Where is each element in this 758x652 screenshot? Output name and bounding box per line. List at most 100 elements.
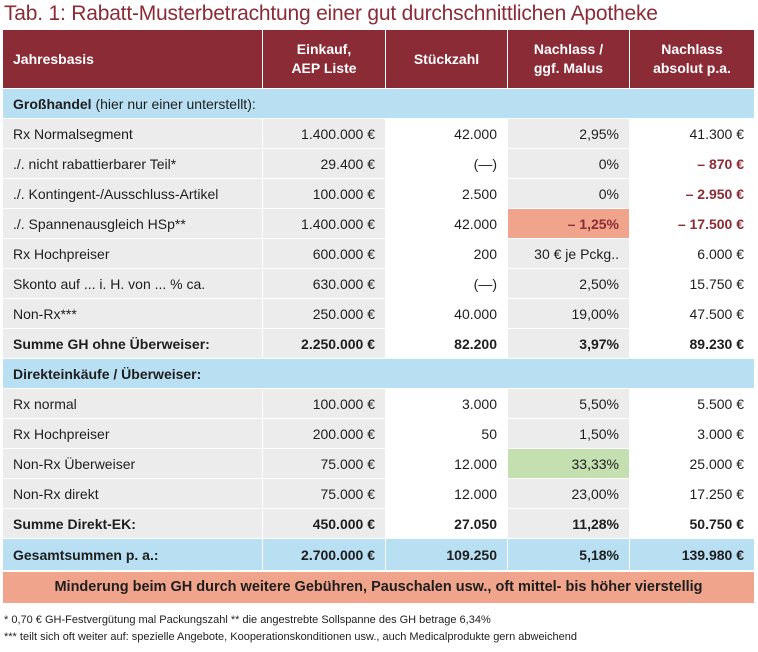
table-row-cell-1: 1.400.000 € — [263, 209, 386, 239]
table-row-cell-2: (—) — [386, 269, 508, 299]
table-row-cell-4: – 17.500 € — [630, 209, 754, 239]
section-direkt: Direkteinkäufe / Überweiser: — [3, 359, 754, 389]
table-row-cell-0: Non-Rx*** — [3, 299, 263, 329]
table-row-cell-1: 100.000 € — [263, 179, 386, 209]
header-row: Jahresbasis Einkauf, AEP Liste Stückzahl … — [3, 30, 754, 89]
grand-total-row-cell-4: 139.980 € — [630, 539, 754, 571]
table-row-cell-4: 3.000 € — [630, 419, 754, 449]
table-row-cell-2: (—) — [386, 149, 508, 179]
footnote-2: *** teilt sich oft weiter auf: spezielle… — [4, 631, 577, 643]
table-row-cell-0: Rx normal — [3, 389, 263, 419]
header-einkauf-line2: AEP Liste — [291, 60, 357, 76]
table-row-cell-0: ./. Spannenausgleich HSp** — [3, 209, 263, 239]
rebate-table: Jahresbasis Einkauf, AEP Liste Stückzahl … — [3, 30, 754, 571]
gh-fee-note: Minderung beim GH durch weitere Gebühren… — [3, 572, 754, 603]
table-row-cell-2: 200 — [386, 239, 508, 269]
grand-total-row-cell-0: Gesamtsummen p. a.: — [3, 539, 263, 571]
table-row-cell-3: 5,50% — [508, 389, 630, 419]
total-row-gh: Summe GH ohne Überweiser: 2.250.000 €82.2… — [3, 329, 754, 359]
table-row: Rx Hochpreiser 200.000 €50 1,50% 3.000 € — [3, 419, 754, 449]
table-row-cell-4: 15.750 € — [630, 269, 754, 299]
total-row-gh-cell-0: Summe GH ohne Überweiser: — [3, 329, 263, 359]
table-row-cell-1: 600.000 € — [263, 239, 386, 269]
table-row-cell-2: 42.000 — [386, 119, 508, 149]
table-row-cell-2: 40.000 — [386, 299, 508, 329]
table-row-cell-3: 0% — [508, 149, 630, 179]
footnote-1: * 0,70 € GH-Festvergütung mal Packungsza… — [4, 614, 491, 626]
table-row-cell-3: 1,50% — [508, 419, 630, 449]
table-row-cell-3: 2,95% — [508, 119, 630, 149]
grand-total-row: Gesamtsummen p. a.: 2.700.000 €109.250 5,1… — [3, 539, 754, 571]
table-row-cell-2: 50 — [386, 419, 508, 449]
table-row-cell-1: 200.000 € — [263, 419, 386, 449]
header-nachlass: Nachlass / ggf. Malus — [508, 30, 630, 89]
table-row-cell-4: 25.000 € — [630, 449, 754, 479]
table-row: Skonto auf ... i. H. von ... % ca. 630.00… — [3, 269, 754, 299]
section-grosshandel-bold: Großhandel — [13, 95, 92, 112]
table-row-cell-2: 12.000 — [386, 449, 508, 479]
header-nachlass-line1: Nachlass / — [533, 41, 604, 57]
table-row-cell-4: 5.500 € — [630, 389, 754, 419]
total-row-gh-cell-4: 89.230 € — [630, 329, 754, 359]
table-row-cell-0: Rx Normalsegment — [3, 119, 263, 149]
header-absolut-line2: absolut p.a. — [653, 60, 731, 76]
table-row-cell-2: 12.000 — [386, 479, 508, 509]
table-row-cell-1: 1.400.000 € — [263, 119, 386, 149]
table-row-cell-0: Rx Hochpreiser — [3, 239, 263, 269]
table-row: Non-Rx direkt 75.000 €12.000 23,00% 17.250 … — [3, 479, 754, 509]
total-row-direkt-cell-3: 11,28% — [508, 509, 630, 539]
grand-total-row-cell-3: 5,18% — [508, 539, 630, 571]
table-row-cell-3: – 1,25% — [508, 209, 630, 239]
table-title: Tab. 1: Rabatt-Musterbetrachtung einer g… — [4, 2, 658, 25]
header-einkauf: Einkauf, AEP Liste — [263, 30, 386, 89]
table-row: ./. nicht rabattierbarer Teil* 29.400 € (—… — [3, 149, 754, 179]
table-row: Rx Hochpreiser 600.000 €200 30 € je Pckg..… — [3, 239, 754, 269]
total-row-direkt-cell-2: 27.050 — [386, 509, 508, 539]
table-row: Non-Rx*** 250.000 €40.000 19,00% 47.500 € — [3, 299, 754, 329]
total-row-direkt-cell-0: Summe Direkt-EK: — [3, 509, 263, 539]
total-row-gh-cell-2: 82.200 — [386, 329, 508, 359]
table-row-cell-4: – 2.950 € — [630, 179, 754, 209]
header-nachlass-line2: ggf. Malus — [533, 60, 604, 76]
table-row-cell-2: 3.000 — [386, 389, 508, 419]
table-row-cell-1: 100.000 € — [263, 389, 386, 419]
section-direkt-label: Direkteinkäufe / Überweiser: — [3, 359, 754, 389]
total-row-gh-cell-3: 3,97% — [508, 329, 630, 359]
section-grosshandel-label: Großhandel (hier nur einer unterstellt): — [3, 89, 754, 119]
table-row-cell-1: 29.400 € — [263, 149, 386, 179]
header-absolut-line1: Nachlass — [661, 41, 723, 57]
table-row-cell-3: 19,00% — [508, 299, 630, 329]
table-row-cell-3: 0% — [508, 179, 630, 209]
table-row-cell-1: 250.000 € — [263, 299, 386, 329]
table-row: ./. Kontingent-/Ausschluss-Artikel 100.00… — [3, 179, 754, 209]
total-row-direkt-cell-1: 450.000 € — [263, 509, 386, 539]
table-row-cell-0: ./. Kontingent-/Ausschluss-Artikel — [3, 179, 263, 209]
table-row-cell-1: 75.000 € — [263, 479, 386, 509]
table-row-cell-3: 33,33% — [508, 449, 630, 479]
table-row-cell-4: 47.500 € — [630, 299, 754, 329]
table-row: Rx Normalsegment 1.400.000 €42.000 2,95% 41… — [3, 119, 754, 149]
table-row-cell-3: 23,00% — [508, 479, 630, 509]
table-row-cell-1: 630.000 € — [263, 269, 386, 299]
grand-total-row-cell-2: 109.250 — [386, 539, 508, 571]
section-grosshandel: Großhandel (hier nur einer unterstellt): — [3, 89, 754, 119]
table-row-cell-0: Non-Rx direkt — [3, 479, 263, 509]
table-row-cell-4: 17.250 € — [630, 479, 754, 509]
table-row: Non-Rx Überweiser 75.000 €12.000 33,33% 25.… — [3, 449, 754, 479]
header-einkauf-line1: Einkauf, — [296, 41, 352, 57]
section-grosshandel-rest: (hier nur einer unterstellt): — [91, 95, 256, 112]
table-row-cell-4: 6.000 € — [630, 239, 754, 269]
table-row-cell-4: 41.300 € — [630, 119, 754, 149]
table-row-cell-1: 75.000 € — [263, 449, 386, 479]
total-row-gh-cell-1: 2.250.000 € — [263, 329, 386, 359]
table-row-cell-2: 2.500 — [386, 179, 508, 209]
header-stueckzahl: Stückzahl — [386, 30, 508, 89]
table-row-cell-3: 30 € je Pckg.. — [508, 239, 630, 269]
table-row: Rx normal 100.000 €3.000 5,50% 5.500 € — [3, 389, 754, 419]
total-row-direkt: Summe Direkt-EK: 450.000 €27.050 11,28% 50.… — [3, 509, 754, 539]
table-row-cell-0: Rx Hochpreiser — [3, 419, 263, 449]
grand-total-row-cell-1: 2.700.000 € — [263, 539, 386, 571]
table-row-cell-2: 42.000 — [386, 209, 508, 239]
table-row-cell-0: ./. nicht rabattierbarer Teil* — [3, 149, 263, 179]
total-row-direkt-cell-4: 50.750 € — [630, 509, 754, 539]
